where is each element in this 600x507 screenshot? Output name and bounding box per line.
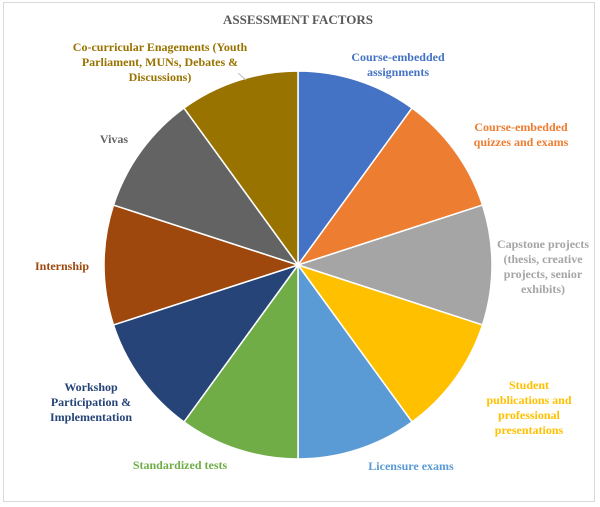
pie-slices xyxy=(103,70,493,460)
slice-labels: Course-embedded assignmentsCourse-embedde… xyxy=(35,40,589,473)
slice-label-line: Implementation xyxy=(50,410,132,424)
chart-title: ASSESSMENT FACTORS xyxy=(223,12,373,27)
slice-label-line: assignments xyxy=(367,65,429,79)
slice-label-line: projects, senior xyxy=(504,267,583,281)
slice-label-line: Course-embedded xyxy=(474,120,568,134)
pie-slice-3 xyxy=(295,204,493,326)
pie-slice-5 xyxy=(297,262,414,460)
slice-label-6: Standardized tests xyxy=(133,458,228,472)
slice-label-line: Vivas xyxy=(100,132,129,146)
slice-label-line: Standardized tests xyxy=(133,458,228,472)
leader-line xyxy=(237,72,247,81)
slice-label-line: Student xyxy=(509,378,549,392)
slice-label-4: Student publications and professional prese… xyxy=(486,378,571,437)
slice-label-line: Internship xyxy=(35,259,89,273)
pie-slice-2 xyxy=(296,107,484,267)
slice-label-3: Capstone projects (thesis, creative projec… xyxy=(497,237,589,296)
slice-label-line: quizzes and exams xyxy=(474,135,569,149)
slice-label-10: Co-curricular Enagements (Youth Parliamen… xyxy=(73,40,248,84)
pie-slice-1 xyxy=(297,70,414,268)
slice-label-1: Course-embedded assignments xyxy=(351,50,445,79)
slice-label-2: Course-embedded quizzes and exams xyxy=(474,120,569,149)
pie-slice-6 xyxy=(182,262,299,460)
pie-slice-10 xyxy=(182,70,299,268)
pie-slice-9 xyxy=(112,107,300,267)
slice-label-line: Participation & xyxy=(51,395,131,409)
slice-label-line: Workshop xyxy=(64,380,118,394)
slice-label-line: Discussions) xyxy=(129,70,192,84)
slice-label-line: professional xyxy=(498,408,560,422)
slice-label-line: Parliament, MUNs, Debates & xyxy=(82,55,238,69)
slice-label-line: exhibits) xyxy=(521,282,565,296)
slice-label-line: presentations xyxy=(495,423,564,437)
slice-label-line: (thesis, creative xyxy=(503,252,583,266)
slice-label-line: Licensure exams xyxy=(368,459,454,473)
slice-label-7: Workshop Participation & Implementation xyxy=(50,380,132,424)
pie-slice-8 xyxy=(103,204,301,326)
slice-label-line: Co-curricular Enagements (Youth xyxy=(73,40,248,54)
slice-label-line: publications and xyxy=(486,393,571,407)
pie-slice-4 xyxy=(296,263,484,423)
leader-lines xyxy=(237,72,247,81)
slice-label-9: Vivas xyxy=(100,132,129,146)
slice-label-5: Licensure exams xyxy=(368,459,454,473)
slice-label-8: Internship xyxy=(35,259,89,273)
slice-label-line: Course-embedded xyxy=(351,50,445,64)
pie-slice-7 xyxy=(112,263,300,423)
slice-label-line: Capstone projects xyxy=(497,237,589,251)
